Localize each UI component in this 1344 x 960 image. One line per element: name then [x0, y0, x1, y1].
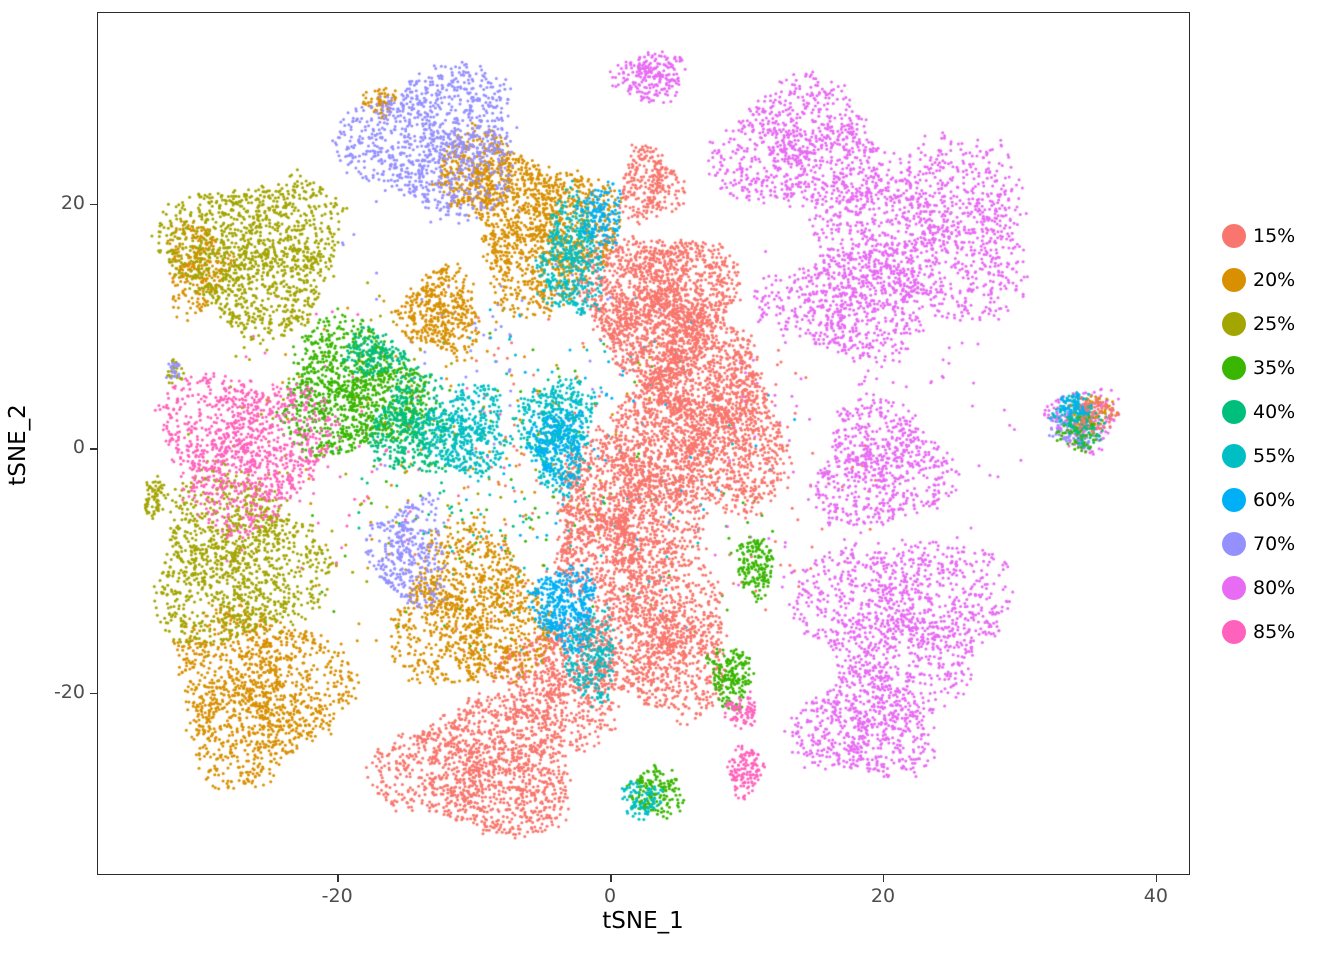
legend-label: 35%: [1253, 357, 1296, 379]
legend-swatch: [1222, 268, 1246, 292]
legend-item-25pct: 25%: [1222, 312, 1295, 336]
y-tick-label: -20: [53, 680, 85, 703]
legend-item-40pct: 40%: [1222, 400, 1295, 424]
y-tick-label: 20: [60, 191, 85, 214]
legend-label: 70%: [1253, 533, 1296, 555]
legend-label: 40%: [1253, 401, 1296, 423]
x-tick-label: 40: [1143, 885, 1168, 907]
legend-label: 60%: [1253, 489, 1296, 511]
legend-item-20pct: 20%: [1222, 268, 1295, 292]
y-tick-mark: [90, 448, 97, 450]
legend: 15% 20% 25% 35% 40% 55% 60% 70% 80% 85%: [1222, 224, 1295, 664]
x-axis-title: tSNE_1: [602, 908, 684, 934]
legend-item-85pct: 85%: [1222, 620, 1295, 644]
legend-swatch: [1222, 576, 1246, 600]
x-tick-mark: [1155, 875, 1158, 882]
legend-item-35pct: 35%: [1222, 356, 1295, 380]
legend-item-55pct: 55%: [1222, 444, 1295, 468]
legend-item-60pct: 60%: [1222, 488, 1295, 512]
legend-label: 80%: [1253, 577, 1296, 599]
plot-panel: [97, 12, 1191, 876]
legend-swatch: [1222, 532, 1246, 556]
legend-swatch: [1222, 400, 1246, 424]
y-tick-label: 0: [72, 436, 85, 459]
legend-swatch: [1222, 488, 1246, 512]
legend-item-15pct: 15%: [1222, 224, 1295, 248]
x-tick-label: 20: [870, 885, 896, 907]
legend-label: 55%: [1253, 445, 1296, 467]
x-tick-label: 0: [604, 885, 617, 907]
legend-label: 85%: [1253, 621, 1296, 643]
legend-item-70pct: 70%: [1222, 532, 1295, 556]
legend-label: 15%: [1253, 225, 1296, 247]
legend-swatch: [1222, 312, 1246, 336]
y-tick-mark: [90, 692, 97, 695]
x-tick-mark: [610, 875, 612, 882]
x-tick-mark: [337, 875, 339, 882]
legend-swatch: [1222, 224, 1246, 248]
legend-label: 25%: [1253, 313, 1296, 335]
legend-swatch: [1222, 356, 1246, 380]
scatter-points-canvas: [98, 13, 1191, 876]
legend-swatch: [1222, 620, 1246, 644]
legend-item-80pct: 80%: [1222, 576, 1295, 600]
x-tick-label: -20: [321, 885, 353, 907]
x-tick-mark: [882, 875, 885, 882]
legend-swatch: [1222, 444, 1246, 468]
legend-label: 20%: [1253, 269, 1296, 291]
y-tick-mark: [90, 203, 97, 206]
y-axis-title: tSNE_2: [5, 404, 31, 486]
